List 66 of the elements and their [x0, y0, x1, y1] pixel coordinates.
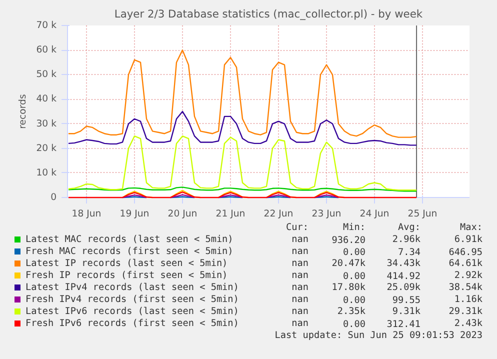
y-tick-label: 60 k [36, 44, 58, 56]
y-tick-label: 30 k [36, 118, 58, 130]
text: 0.00 [343, 271, 366, 282]
text: 0.00 [343, 247, 366, 258]
text: 9.31k [392, 306, 421, 317]
x-tick-label: 19 Jun [120, 208, 150, 220]
text: nan [292, 234, 309, 245]
line-series [68, 110, 418, 146]
text: 20.47k [332, 258, 366, 269]
text: Avg: [398, 222, 421, 233]
text: 0.00 [343, 295, 366, 306]
chart-title: Layer 2/3 Database statistics (mac_collector.pl) - by week [114, 8, 424, 20]
x-tick-label: 22 Jun [264, 208, 294, 220]
text: nan [292, 306, 309, 317]
text: 2.43k [454, 318, 483, 329]
x-tick-label: 21 Jun [216, 208, 246, 220]
text: 936.20 [332, 235, 366, 246]
text: nan [292, 258, 309, 269]
text: nan [292, 318, 309, 329]
x-tick-label: 25 Jun [408, 208, 438, 220]
text: Cur: [286, 222, 309, 233]
text: nan [292, 246, 309, 257]
legend-label: Fresh MAC records (first seen < 5min) [26, 246, 234, 257]
x-tick-label: 18 Jun [72, 208, 102, 220]
legend-label: Fresh IPv6 records (first seen < 5min) [26, 318, 239, 329]
text: 38.54k [448, 282, 483, 293]
y-tick-label: 40 k [36, 94, 58, 105]
legend-label: Latest IPv4 records (last seen < 5min) [26, 282, 239, 293]
text: 0.00 [343, 319, 366, 330]
y-tick-label: 20 k [36, 142, 58, 154]
y-tick-label: 70 k [36, 20, 58, 31]
y-tick-label: 0 [50, 192, 57, 203]
text: Max: [460, 222, 483, 233]
legend-label: Fresh IPv4 records (first seen < 5min) [26, 294, 239, 305]
text: 312.41 [386, 319, 421, 330]
text: 1.16k [454, 294, 483, 305]
y-tick-label: 50 k [36, 69, 58, 80]
text: 25.09k [386, 282, 421, 293]
text: 646.95 [448, 247, 483, 258]
text: 34.43k [386, 258, 421, 269]
text: 99.55 [392, 295, 421, 306]
text: 64.61k [448, 258, 483, 269]
text: 2.96k [392, 234, 421, 245]
text: 6.91k [454, 234, 483, 245]
text: 29.31k [448, 306, 483, 317]
line-series [68, 49, 418, 138]
x-tick-label: 24 Jun [360, 208, 390, 220]
legend-label: Fresh IP records (first seen < 5min) [26, 270, 228, 281]
x-tick-label: 23 Jun [312, 208, 342, 220]
legend-label: Latest IPv6 records (last seen < 5min) [26, 306, 239, 317]
text: Min: [343, 222, 366, 233]
line-series [68, 135, 418, 191]
text: 2.92k [454, 270, 483, 281]
text: 2.35k [337, 306, 366, 317]
y-tick-label: 10 k [36, 167, 58, 178]
text: 7.34 [398, 247, 421, 258]
text: nan [292, 294, 309, 305]
y-axis-title: records [17, 94, 28, 129]
text: 17.80k [332, 282, 366, 293]
x-tick-label: 20 Jun [168, 208, 198, 220]
text: nan [292, 270, 309, 281]
text: 414.92 [386, 271, 421, 282]
text: Last update: Sun Jun 25 09:01:53 2023 [274, 330, 483, 341]
text: nan [292, 282, 309, 293]
legend-label: Latest IP records (last seen < 5min) [26, 258, 228, 269]
legend-label: Latest MAC records (last seen < 5min) [26, 234, 234, 245]
